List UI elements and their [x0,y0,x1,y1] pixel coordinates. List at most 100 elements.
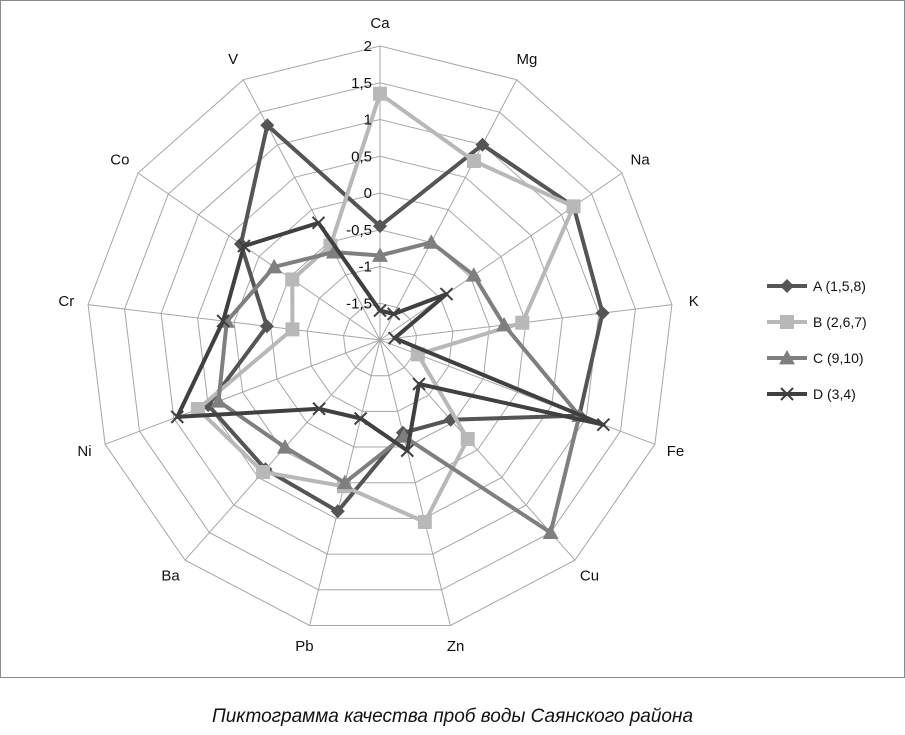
radial-axis-line [379,172,623,341]
series-line [175,220,606,453]
data-point-x [312,402,326,416]
x-stroke [387,331,402,345]
tick-label: -1,5 [346,295,372,312]
legend-label: B (2,6,7) [813,314,867,330]
data-point-square [285,272,300,287]
legend-item: B (2,6,7) [767,314,867,330]
data-point-diamond [373,219,387,234]
series-layer [170,86,611,539]
series-diamond [201,118,610,519]
tick-label: 0,5 [351,148,372,165]
legend-item: A (1,5,8) [767,278,866,294]
radar-chart: Ca Mg Na K Fe Cu Zn Pb Ba Ni Cr Co V -1,5 -1 -0,5 0 0,5 1… [58,15,867,655]
x-stroke [312,402,326,416]
data-point-x [216,314,230,328]
data-point-triangle [266,258,283,274]
x-stroke [386,307,401,321]
radial-axis-line [379,339,656,445]
data-point-triangle [423,234,440,249]
data-point-square [466,154,481,169]
data-point-triangle [210,393,227,408]
data-point-square [373,86,387,101]
data-point-diamond [330,504,345,519]
tick-label: 1 [364,112,372,129]
data-point-triangle [276,439,293,454]
radial-axis-line [379,339,576,561]
data-point-diamond [259,319,274,334]
axis-labels: Ca Mg Na K Fe Cu Zn Pb Ba Ni Cr Co V [58,15,698,655]
tick-label: 0 [364,185,372,202]
data-point-triangle [496,316,513,332]
radar-grid [87,45,673,626]
radial-axis-line [137,172,381,341]
grid-ring [160,118,600,555]
data-point-square [460,432,475,447]
x-stroke [596,417,611,432]
data-point-x [373,303,387,318]
data-point-x [387,331,402,345]
radial-axis-line [379,339,451,626]
series-line [216,240,582,535]
axis-label-ba: Ba [161,567,180,584]
series-line [195,91,576,524]
figure-caption: Пиктограмма качества проб воды Саянского… [211,706,694,727]
legend-label: D (3,4) [813,386,856,402]
legend-item: D (3,4) [767,386,856,402]
x-stroke [400,443,414,458]
grid-ring [306,265,454,412]
data-point-square [566,199,581,214]
legend: A (1,5,8) B (2,6,7) C (9,10) D (3,4) [767,278,867,402]
legend-marker-x [780,387,794,401]
data-point-square [256,465,271,480]
x-stroke [412,377,426,391]
radial-axis-line [104,339,381,445]
grid-ring [87,45,673,626]
legend-label: A (1,5,8) [813,278,866,294]
tick-label: 1,5 [351,75,372,92]
data-point-x [386,307,401,321]
legend-marker-triangle [779,350,795,365]
data-point-triangle [465,267,482,282]
grid-ring [197,155,563,519]
radial-axis-line [88,304,381,341]
data-point-x [596,417,611,432]
tick-label: 2 [364,38,372,55]
grid-ring [233,192,527,484]
data-point-x [412,377,426,391]
grid-ring [124,82,636,591]
data-point-triangle [325,244,342,259]
series-square [190,86,581,529]
axis-label-cr: Cr [58,293,74,310]
x-stroke [170,410,184,424]
data-point-diamond [595,305,610,320]
radial-axis-line [379,79,518,341]
legend-label: C (9,10) [813,350,864,366]
data-point-square [515,315,530,330]
data-point-diamond [475,137,490,152]
legend-marker-square [780,315,794,329]
data-point-triangle [336,474,353,490]
data-point-x [400,443,414,458]
legend-item: C (9,10) [767,350,864,366]
axis-label-na: Na [631,151,651,168]
series-line [206,123,605,514]
data-point-x [439,287,454,301]
axis-label-v: V [228,51,238,68]
data-point-x [237,239,251,253]
legend-marker-diamond [780,279,794,293]
axis-label-ni: Ni [77,443,91,460]
axis-label-ca: Ca [370,15,390,32]
data-point-triangle [542,524,559,539]
axis-label-co: Co [110,151,129,168]
axis-label-pb: Pb [295,638,313,655]
x-stroke [311,216,326,230]
axis-label-fe: Fe [667,443,685,460]
x-stroke [439,287,454,301]
data-point-square [285,322,300,337]
chart-area: Ca Mg Na K Fe Cu Zn Pb Ba Ni Cr Co V -1,5 -1 -0,5 0 0,5 1… [0,0,905,678]
series-x [170,216,611,458]
data-point-square [417,514,432,529]
x-stroke [780,387,794,401]
data-point-square [190,402,205,417]
tick-label: -1 [359,259,372,276]
